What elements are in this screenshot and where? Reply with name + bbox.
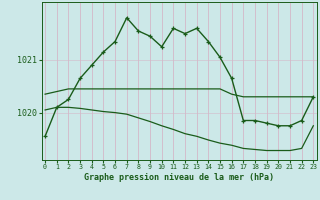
X-axis label: Graphe pression niveau de la mer (hPa): Graphe pression niveau de la mer (hPa): [84, 173, 274, 182]
